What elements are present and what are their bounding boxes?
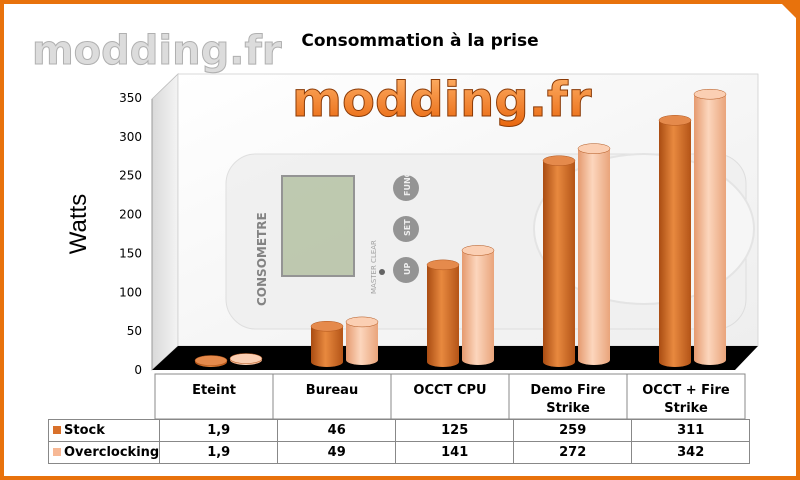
category-labels: Eteint Bureau OCCT CPU Demo Fire Strike OCCT … xyxy=(154,373,746,420)
device-button-func: FUNC xyxy=(403,171,412,196)
table-row-stock: Stock 1,9 46 125 259 311 xyxy=(47,419,751,442)
y-tick-label: 100 xyxy=(119,285,142,299)
series-legend-label: Overclocking xyxy=(47,441,161,464)
bar-overclocking xyxy=(461,245,495,365)
y-tick-label: 350 xyxy=(119,91,142,105)
bar-stock xyxy=(542,155,576,367)
table-cell-value: 1,9 xyxy=(159,419,279,442)
bar-overclocking xyxy=(345,316,379,365)
y-tick-labels: 0 50 100 150 200 250 300 350 xyxy=(119,91,142,377)
side-wall xyxy=(151,73,179,371)
table-cell-value: 46 xyxy=(277,419,397,442)
category-label: OCCT + Fire Strike xyxy=(642,383,730,416)
bars xyxy=(194,88,727,367)
bar-overclocking xyxy=(229,353,263,365)
y-tick-label: 250 xyxy=(119,169,142,183)
table-cell-value: 272 xyxy=(513,441,633,464)
category-label: Bureau xyxy=(306,383,358,398)
table-cell-value: 125 xyxy=(395,419,515,442)
device-small-text: MASTER CLEAR xyxy=(370,240,378,294)
table-cell-value: 311 xyxy=(631,419,751,442)
legend-swatch xyxy=(53,426,61,434)
bar-overclocking xyxy=(577,143,611,365)
table-row-overclocking: Overclocking 1,9 49 141 272 342 xyxy=(47,441,751,464)
y-axis-label: Watts xyxy=(65,194,92,254)
category-label: Eteint xyxy=(192,383,236,398)
watermark-center: modding.fr xyxy=(292,72,592,128)
bar-stock xyxy=(426,259,460,367)
y-tick-label: 300 xyxy=(119,130,142,144)
data-table: Stock 1,9 46 125 259 311 Overclocking 1,9 49 141 2… xyxy=(47,419,751,464)
bar-stock xyxy=(658,115,692,367)
table-cell-value: 141 xyxy=(395,441,515,464)
category-label: OCCT CPU xyxy=(413,383,486,398)
y-tick-label: 200 xyxy=(119,208,142,222)
bar-stock xyxy=(194,355,228,367)
table-cell-value: 1,9 xyxy=(159,441,279,464)
y-tick-label: 50 xyxy=(127,324,142,338)
device-label: CONSOMETRE xyxy=(255,212,269,306)
table-cell-value: 259 xyxy=(513,419,633,442)
series-legend-label: Stock xyxy=(47,419,161,442)
bar-overclocking xyxy=(693,88,727,365)
y-tick-label: 0 xyxy=(134,363,142,377)
legend-swatch xyxy=(53,448,61,456)
bar-chart: CONSOMETRE MASTER CLEAR FUNC SET UP 0 50 1… xyxy=(32,28,759,420)
bar-stock xyxy=(310,321,344,367)
chart-title: Consommation à la prise xyxy=(301,31,538,51)
y-tick-label: 150 xyxy=(119,246,142,260)
device-button-up: UP xyxy=(403,263,412,275)
category-label: Demo Fire Strike xyxy=(530,383,605,416)
watermark-top-left: modding.fr xyxy=(32,28,282,74)
device-button-set: SET xyxy=(403,219,412,236)
table-cell-value: 49 xyxy=(277,441,397,464)
table-cell-value: 342 xyxy=(631,441,751,464)
